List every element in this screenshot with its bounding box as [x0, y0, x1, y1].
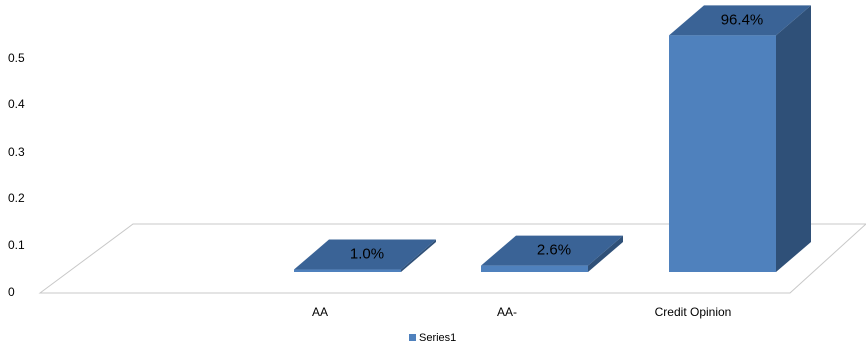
legend-swatch	[409, 334, 416, 341]
x-tick-label: Credit Opinion	[655, 305, 732, 319]
legend-label: Series1	[419, 332, 456, 344]
y-tick-label: 0	[8, 285, 15, 299]
bar-side-face	[401, 239, 436, 272]
bar-side-face	[776, 5, 811, 272]
data-label: 1.0%	[350, 246, 384, 263]
bar-front-face	[481, 265, 588, 272]
data-label: 2.6%	[537, 242, 571, 259]
bar-top-face	[294, 239, 436, 270]
x-tick-label: AA	[312, 305, 328, 319]
legend: Series1	[409, 332, 456, 344]
bars-group: 1.0% 2.6% 96.4%	[294, 5, 811, 273]
y-tick-label: 0.5	[8, 51, 25, 65]
y-tick-label: 0.2	[8, 191, 25, 205]
category-labels: AA AA- Credit Opinion	[312, 305, 731, 319]
y-tick-label: 0.1	[8, 238, 25, 252]
bar-top-face	[669, 5, 811, 36]
y-axis-ticks: 0 0.1 0.2 0.3 0.4 0.5	[8, 51, 25, 299]
x-tick-label: AA-	[497, 305, 517, 319]
data-label: 96.4%	[721, 11, 764, 28]
bar-side-face	[588, 235, 623, 272]
bar: 1.0%	[294, 239, 436, 272]
bar-front-face	[669, 35, 776, 273]
chart-floor	[38, 223, 866, 294]
bar: 2.6%	[481, 235, 623, 272]
y-tick-label: 0.4	[8, 97, 25, 111]
bar-front-face	[294, 269, 401, 272]
bar-top-face	[481, 235, 623, 266]
y-tick-label: 0.3	[8, 145, 25, 159]
bar: 96.4%	[669, 5, 811, 273]
